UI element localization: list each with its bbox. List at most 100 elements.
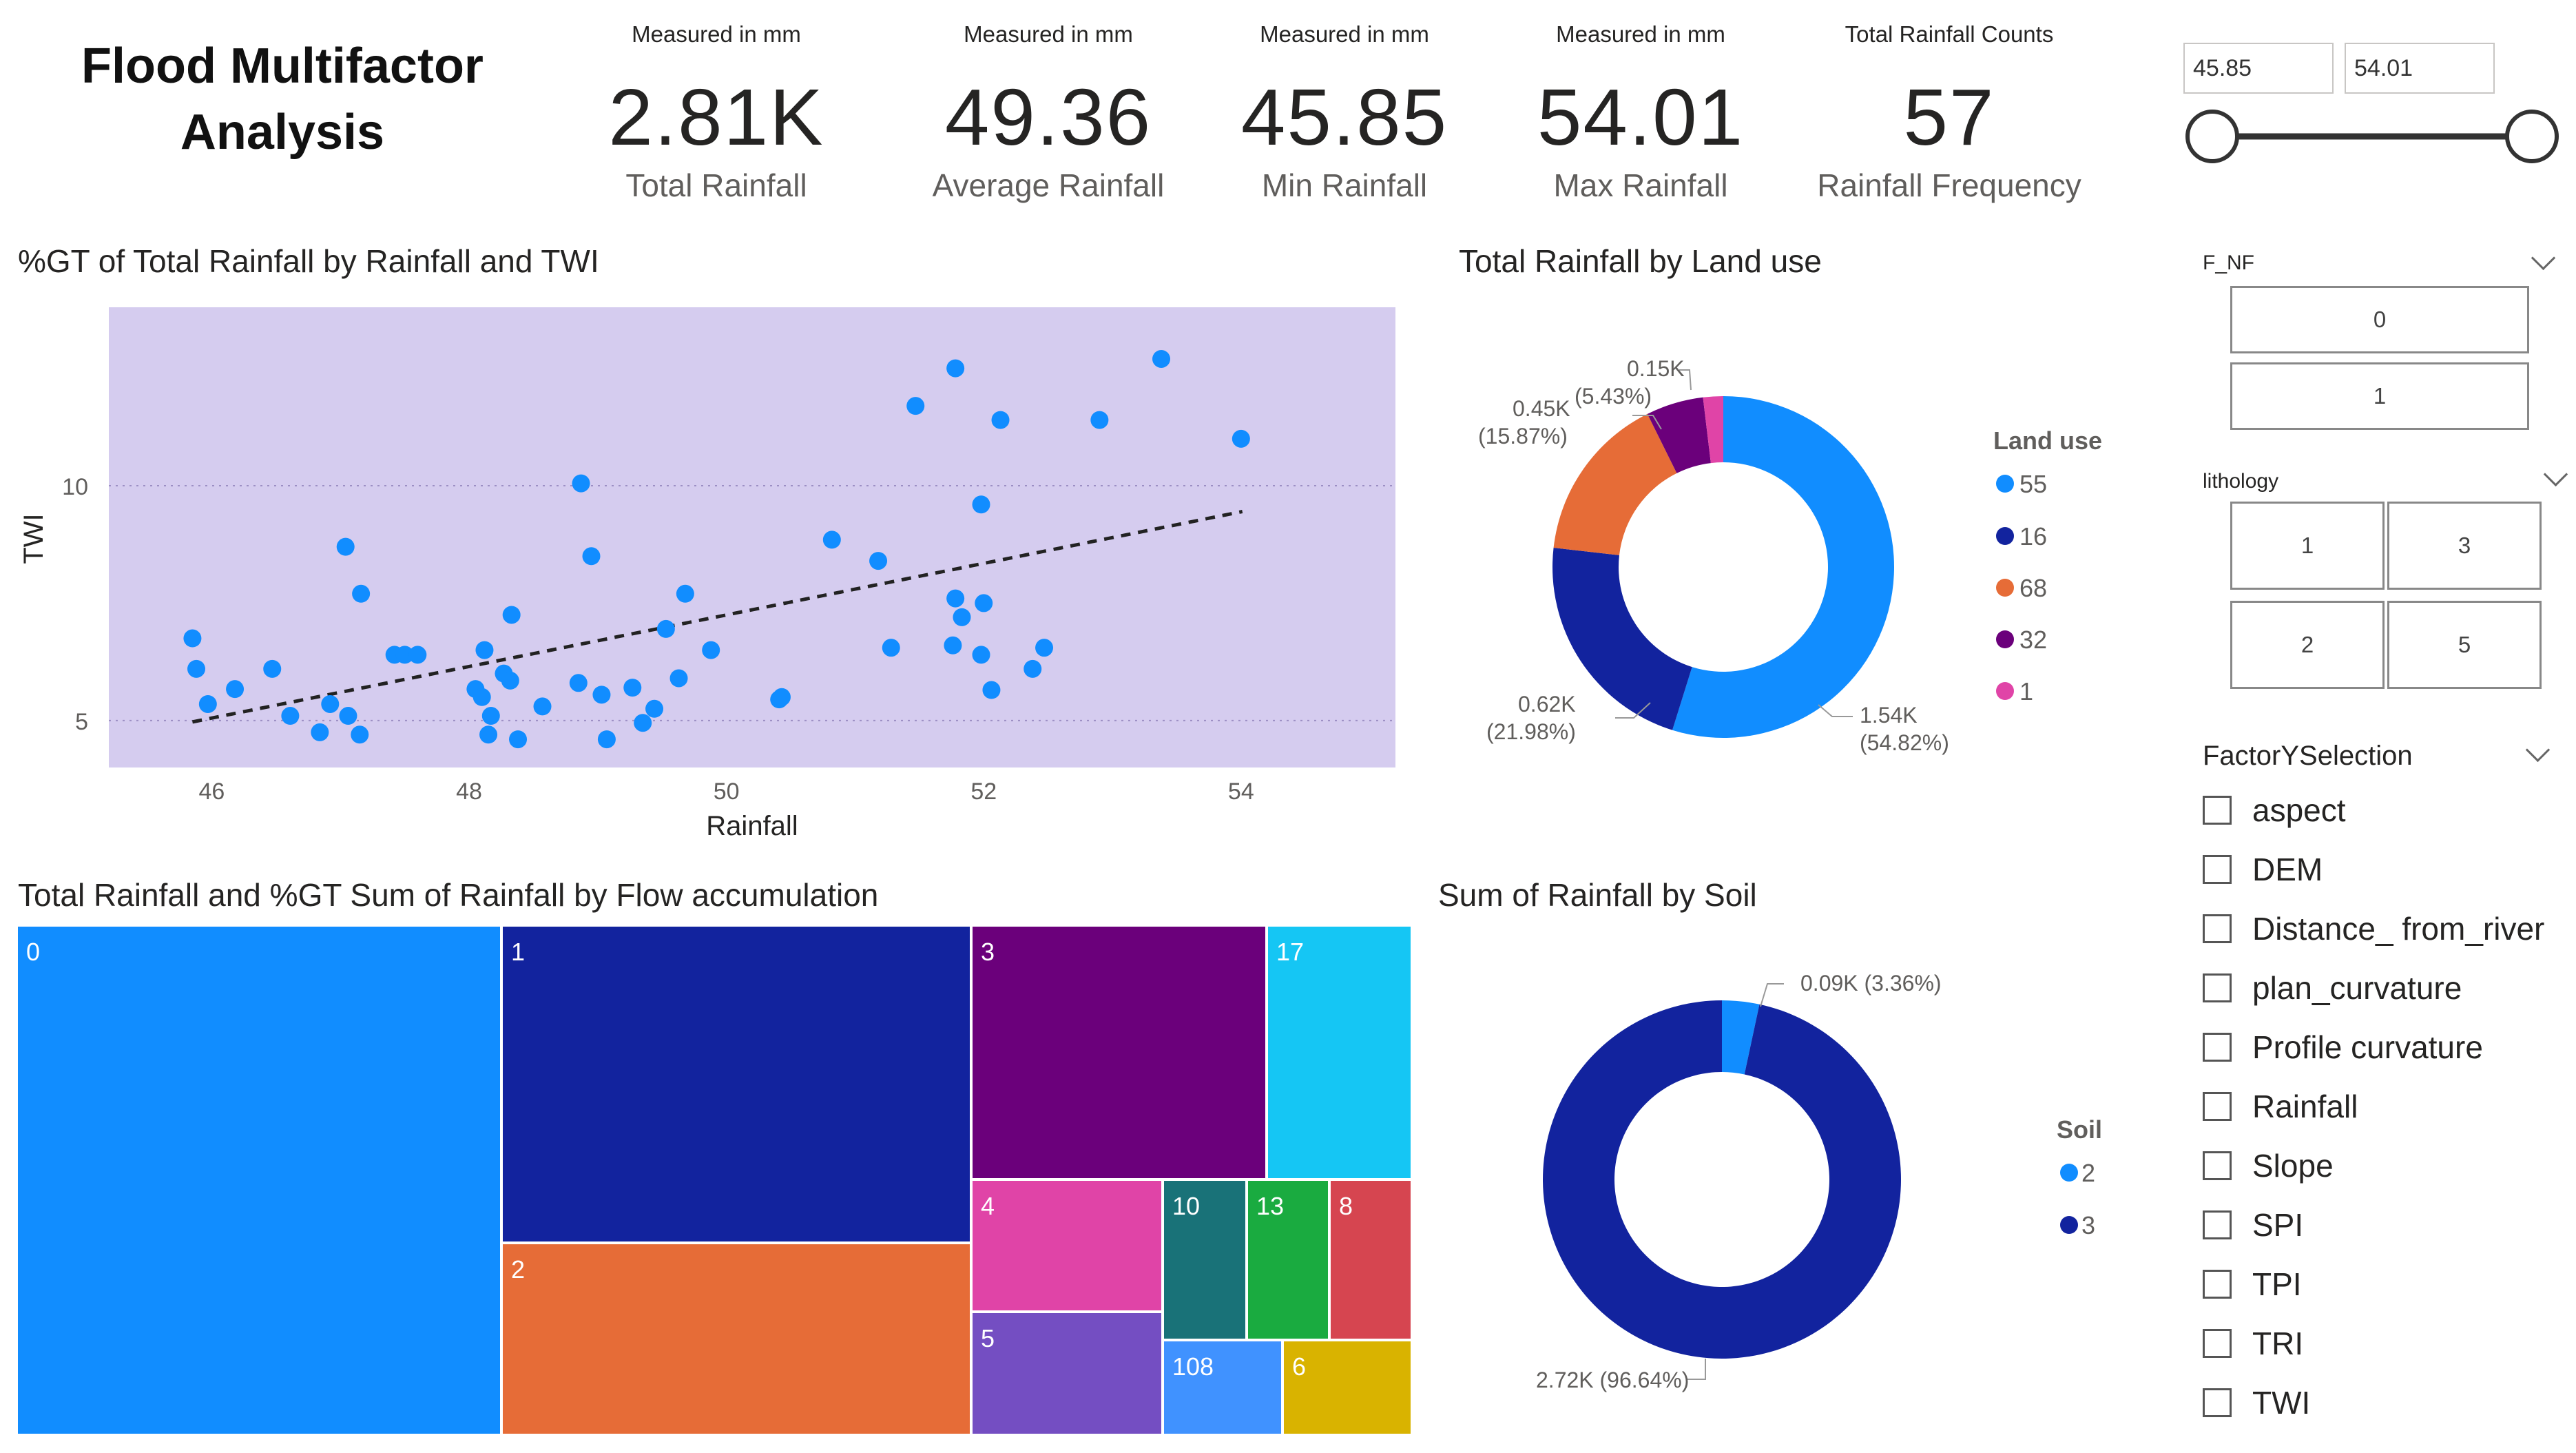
treemap-tile[interactable]: 5: [973, 1313, 1161, 1434]
factor-option-twi[interactable]: TWI: [2203, 1382, 2310, 1423]
scatter-point[interactable]: [336, 537, 355, 556]
scatter-point[interactable]: [572, 474, 590, 493]
scatter-point[interactable]: [772, 688, 791, 706]
scatter-point[interactable]: [1035, 639, 1054, 657]
scatter-point[interactable]: [198, 694, 217, 713]
checkbox[interactable]: [2203, 914, 2232, 943]
scatter-point[interactable]: [953, 608, 971, 626]
scatter-point[interactable]: [634, 714, 652, 732]
donut-slice[interactable]: [1543, 1000, 1901, 1359]
slider-max-input[interactable]: 54.01: [2345, 43, 2495, 94]
scatter-point[interactable]: [869, 552, 888, 570]
range-slider[interactable]: [2177, 103, 2576, 172]
scatter-point[interactable]: [395, 646, 414, 664]
scatter-point[interactable]: [946, 589, 965, 608]
scatter-point[interactable]: [352, 584, 371, 603]
checkbox[interactable]: [2203, 1092, 2232, 1121]
treemap-tile[interactable]: 13: [1248, 1181, 1328, 1339]
factor-option-profile-curvature[interactable]: Profile curvature: [2203, 1027, 2483, 1068]
lithology-option-3[interactable]: 3: [2387, 502, 2542, 590]
scatter-point[interactable]: [226, 680, 245, 699]
treemap-tile[interactable]: 108: [1164, 1341, 1281, 1434]
scatter-point[interactable]: [822, 530, 841, 549]
factor-option-aspect[interactable]: aspect: [2203, 790, 2346, 831]
treemap-tile[interactable]: 1: [503, 927, 970, 1241]
scatter-point[interactable]: [944, 636, 962, 655]
donut-slice[interactable]: [1647, 397, 1711, 473]
scatter-point[interactable]: [1232, 429, 1250, 448]
scatter-point[interactable]: [582, 547, 601, 566]
checkbox[interactable]: [2203, 855, 2232, 884]
scatter-point[interactable]: [263, 659, 282, 678]
donut-slice[interactable]: [1552, 548, 1692, 730]
scatter-point[interactable]: [972, 495, 990, 514]
scatter-point[interactable]: [187, 659, 206, 678]
treemap-tile[interactable]: 8: [1331, 1181, 1411, 1339]
factor-option-plan-curvature[interactable]: plan_curvature: [2203, 967, 2462, 1009]
scatter-point[interactable]: [569, 674, 588, 692]
checkbox[interactable]: [2203, 1151, 2232, 1180]
scatter-point[interactable]: [882, 639, 900, 657]
fnf-collapse-chevron-icon[interactable]: [2531, 245, 2556, 271]
scatter-point[interactable]: [656, 619, 675, 638]
fnf-option-1[interactable]: 1: [2230, 362, 2529, 430]
treemap-tile[interactable]: 17: [1268, 927, 1411, 1178]
factor-option-rainfall[interactable]: Rainfall: [2203, 1086, 2358, 1127]
scatter-point[interactable]: [475, 641, 494, 659]
scatter-point[interactable]: [339, 707, 357, 725]
scatter-point[interactable]: [676, 584, 694, 603]
treemap-tile[interactable]: 4: [973, 1181, 1161, 1310]
scatter-point[interactable]: [702, 641, 720, 659]
scatter-point[interactable]: [623, 679, 642, 697]
donut-slice[interactable]: [1672, 396, 1894, 738]
scatter-point[interactable]: [597, 730, 616, 749]
donut-slice[interactable]: [1553, 413, 1677, 555]
scatter-point[interactable]: [281, 707, 300, 725]
scatter-point[interactable]: [311, 723, 329, 741]
scatter-point[interactable]: [669, 669, 688, 688]
donut-slice[interactable]: [1703, 396, 1723, 464]
slider-max-handle[interactable]: [2505, 110, 2559, 163]
slider-min-input[interactable]: 45.85: [2183, 43, 2334, 94]
scatter-point[interactable]: [1024, 659, 1042, 678]
factor-option-tpi[interactable]: TPI: [2203, 1264, 2302, 1305]
scatter-point[interactable]: [906, 397, 925, 415]
treemap-tile[interactable]: 3: [973, 927, 1265, 1178]
scatter-point[interactable]: [502, 606, 521, 624]
scatter-point[interactable]: [408, 646, 427, 664]
scatter-point[interactable]: [351, 725, 369, 744]
treemap-tile[interactable]: 10: [1164, 1181, 1245, 1339]
scatter-point[interactable]: [183, 629, 202, 648]
fnf-option-0[interactable]: 0: [2230, 286, 2529, 353]
scatter-point[interactable]: [479, 725, 498, 744]
scatter-point[interactable]: [501, 671, 519, 690]
scatter-point[interactable]: [1152, 349, 1171, 368]
scatter-point[interactable]: [1090, 411, 1109, 429]
scatter-point[interactable]: [533, 697, 552, 716]
scatter-point[interactable]: [321, 694, 340, 713]
scatter-point[interactable]: [982, 681, 1001, 699]
scatter-point[interactable]: [481, 707, 500, 725]
factor-option-spi[interactable]: SPI: [2203, 1204, 2303, 1246]
lithology-option-2[interactable]: 2: [2230, 601, 2385, 689]
checkbox[interactable]: [2203, 1329, 2232, 1358]
scatter-point[interactable]: [645, 699, 664, 718]
lithology-option-5[interactable]: 5: [2387, 601, 2542, 689]
checkbox[interactable]: [2203, 1210, 2232, 1239]
factor-option-slope[interactable]: Slope: [2203, 1145, 2334, 1186]
lithology-option-1[interactable]: 1: [2230, 502, 2385, 590]
donut-slice[interactable]: [1722, 1000, 1760, 1075]
checkbox[interactable]: [2203, 1270, 2232, 1299]
scatter-point[interactable]: [592, 686, 611, 704]
checkbox[interactable]: [2203, 1033, 2232, 1062]
slider-min-handle[interactable]: [2185, 110, 2239, 163]
factor-option-distance-from-river[interactable]: Distance_ from_river: [2203, 908, 2544, 949]
factor-option-dem[interactable]: DEM: [2203, 849, 2323, 890]
scatter-point[interactable]: [472, 688, 491, 706]
treemap-tile[interactable]: 2: [503, 1244, 970, 1434]
checkbox[interactable]: [2203, 1388, 2232, 1417]
factor-option-tri[interactable]: TRI: [2203, 1323, 2303, 1364]
scatter-point[interactable]: [972, 646, 990, 664]
scatter-point[interactable]: [946, 359, 965, 378]
scatter-point[interactable]: [975, 594, 993, 612]
